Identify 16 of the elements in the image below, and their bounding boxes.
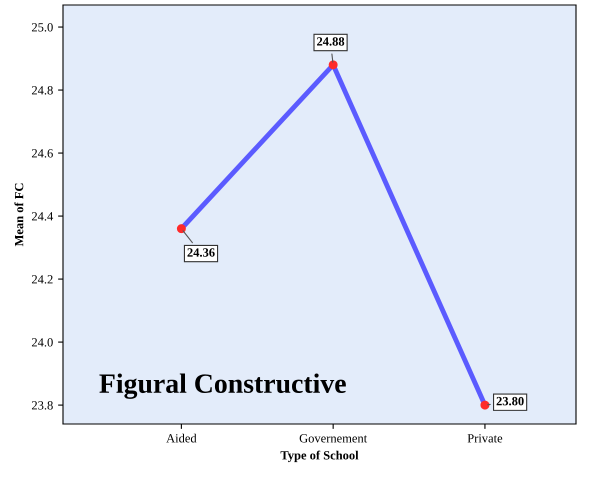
- y-tick-label: 23.8: [32, 401, 53, 410]
- annotation: Figural Constructive: [99, 373, 346, 399]
- x-tick-label: Aided: [166, 434, 197, 443]
- x-tick-label: Governement: [300, 434, 368, 443]
- data-label: 24.36: [187, 248, 215, 257]
- data-label: 24.88: [317, 37, 344, 46]
- y-tick-label: 24.2: [32, 275, 53, 284]
- x-axis-title: Type of School: [280, 450, 358, 462]
- y-tick-label: 24.6: [32, 149, 53, 158]
- x-tick-label: Private: [468, 434, 502, 443]
- y-tick-label: 24.0: [32, 338, 53, 347]
- y-tick-label: 25.0: [32, 23, 53, 32]
- y-tick-label: 24.4: [32, 212, 54, 221]
- y-axis-title: Mean of FC: [14, 184, 24, 246]
- y-tick-label: 24.8: [32, 86, 53, 95]
- data-label: 23.80: [496, 396, 524, 406]
